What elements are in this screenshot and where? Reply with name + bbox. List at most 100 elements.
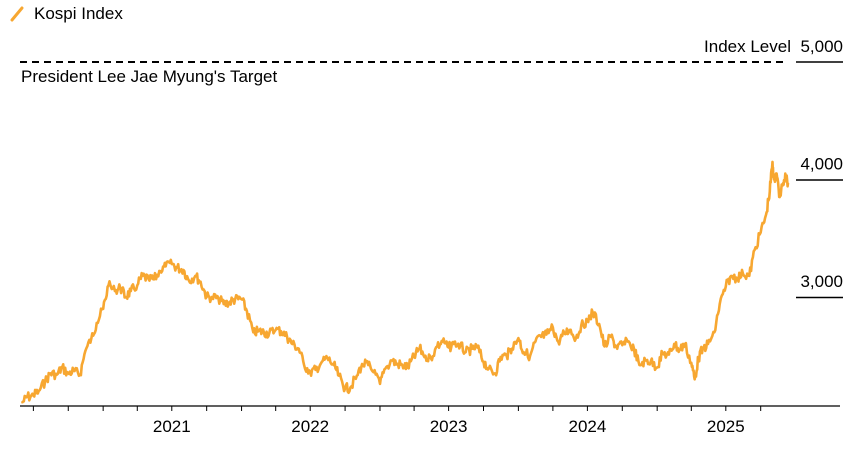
data-point <box>644 359 647 362</box>
legend-swatch <box>10 6 24 22</box>
data-point <box>274 329 277 331</box>
data-point <box>72 370 75 372</box>
data-point <box>505 354 508 357</box>
data-point <box>170 263 173 265</box>
data-point <box>240 298 243 301</box>
data-point <box>372 371 375 374</box>
data-point <box>781 184 784 187</box>
data-point <box>314 369 317 371</box>
data-point <box>37 390 40 392</box>
data-point <box>771 161 774 163</box>
data-point <box>379 383 381 385</box>
series-group <box>20 160 790 404</box>
data-point <box>199 280 202 283</box>
data-point <box>234 298 236 301</box>
data-point <box>119 286 122 289</box>
data-point <box>268 332 271 335</box>
x-tick-label: 2022 <box>291 417 329 436</box>
x-tick-label: 2025 <box>707 417 745 436</box>
data-point <box>396 363 398 365</box>
data-point <box>678 349 681 351</box>
data-point <box>401 364 404 366</box>
data-point <box>730 275 732 277</box>
data-point <box>713 331 716 334</box>
data-point <box>453 343 455 345</box>
y-tick-label: 4,000 <box>800 155 843 174</box>
data-point <box>464 351 467 354</box>
data-point <box>44 380 46 383</box>
data-point <box>418 347 421 350</box>
data-point <box>21 401 23 404</box>
data-point <box>32 394 35 397</box>
data-point <box>586 319 589 322</box>
data-point <box>718 303 721 305</box>
data-point <box>673 343 676 345</box>
x-tick-label: 2021 <box>153 417 191 436</box>
data-point <box>742 272 744 275</box>
data-point <box>263 331 265 334</box>
data-point <box>540 336 542 338</box>
data-point <box>668 353 670 356</box>
x-tick-label: 2024 <box>568 417 606 436</box>
series-line-kospi <box>20 160 790 404</box>
data-point <box>511 347 513 350</box>
data-point <box>309 371 311 374</box>
data-point <box>684 343 686 345</box>
data-point <box>499 356 502 358</box>
data-point <box>690 362 693 364</box>
data-point <box>545 333 548 336</box>
data-point <box>326 357 329 359</box>
data-point <box>102 307 104 310</box>
data-point <box>356 374 358 377</box>
data-point <box>298 347 300 350</box>
data-point <box>753 249 756 251</box>
data-point <box>580 324 583 327</box>
data-point <box>188 279 190 282</box>
data-point <box>390 359 393 362</box>
y-axis: Index Level 5,000 4,000 3,000 <box>704 37 843 299</box>
data-point <box>626 340 629 343</box>
data-point <box>765 213 767 216</box>
data-point <box>529 354 531 357</box>
data-point <box>280 330 282 332</box>
data-point <box>61 366 63 369</box>
y-axis-title: Index Level <box>704 37 791 56</box>
data-point <box>147 278 150 281</box>
data-point <box>621 344 624 346</box>
data-point <box>768 190 771 193</box>
data-point <box>447 346 450 349</box>
data-point <box>257 330 260 332</box>
data-point <box>49 372 52 375</box>
data-point <box>459 344 462 346</box>
data-point <box>141 275 144 277</box>
data-point <box>338 374 340 377</box>
data-point <box>252 331 255 334</box>
data-point <box>748 275 751 277</box>
data-point <box>610 336 612 338</box>
data-point <box>26 396 29 398</box>
data-point <box>114 290 116 292</box>
data-point <box>79 373 81 376</box>
data-point <box>725 285 727 288</box>
data-point <box>707 343 709 345</box>
data-point <box>773 178 775 181</box>
data-point <box>494 372 497 375</box>
data-point <box>633 347 635 350</box>
data-point <box>291 343 294 345</box>
data-point <box>90 337 93 339</box>
data-point <box>107 284 110 287</box>
data-point <box>384 367 387 370</box>
data-point <box>286 336 288 338</box>
data-point <box>603 345 606 348</box>
data-point <box>701 347 704 350</box>
data-point <box>413 356 415 358</box>
data-point <box>488 367 490 370</box>
data-point <box>429 357 432 359</box>
data-point <box>56 373 58 376</box>
legend: Kospi Index <box>10 4 123 23</box>
legend-label: Kospi Index <box>34 4 123 23</box>
data-point <box>482 360 485 363</box>
data-point <box>522 351 525 354</box>
data-point <box>778 196 781 198</box>
data-point <box>205 296 208 298</box>
